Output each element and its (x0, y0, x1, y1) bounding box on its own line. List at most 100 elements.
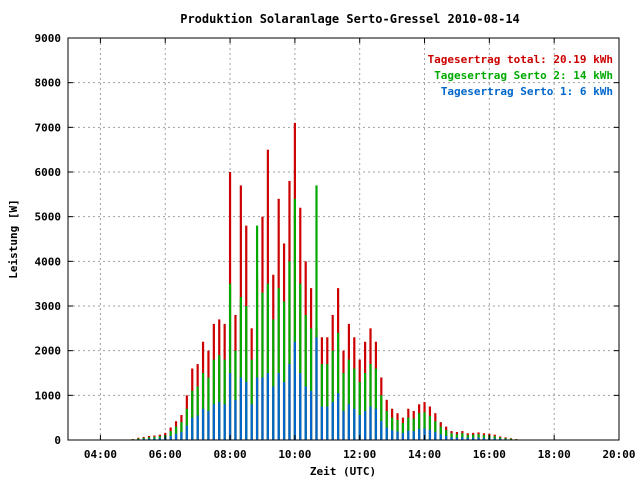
bar (320, 406, 323, 440)
bar (201, 408, 205, 440)
bar (250, 404, 253, 440)
bar (380, 395, 383, 440)
y-axis-label: Leistung [W] (7, 199, 20, 278)
bar (293, 198, 296, 440)
bar (228, 283, 232, 440)
bar (218, 355, 221, 440)
x-tick-label: 12:00 (343, 448, 376, 461)
series-3 (131, 337, 523, 440)
bar (347, 359, 350, 440)
y-tick-label: 7000 (35, 121, 62, 134)
x-tick-label: 16:00 (473, 448, 506, 461)
x-tick-label: 06:00 (149, 448, 182, 461)
bar (315, 337, 318, 440)
bar (364, 410, 367, 440)
bar (196, 415, 199, 440)
y-tick-label: 0 (54, 434, 61, 447)
bar (201, 373, 205, 440)
bar (255, 225, 259, 440)
bar (331, 402, 334, 440)
x-tick-label: 18:00 (538, 448, 571, 461)
y-tick-label: 4000 (35, 255, 62, 268)
legend: Tagesertrag total: 20.19 kWh Tagesertrag … (428, 53, 613, 98)
bar (455, 434, 459, 440)
legend-entry: Tagesertrag total: 20.19 kWh (428, 53, 613, 66)
bar (245, 381, 248, 440)
bar (342, 410, 345, 440)
bar (272, 386, 275, 440)
bar (499, 438, 502, 440)
y-tick-label: 1000 (35, 389, 62, 402)
bar (309, 328, 313, 440)
bar (428, 429, 432, 440)
x-tick-label: 08:00 (213, 448, 246, 461)
bar (185, 408, 188, 440)
bar (261, 377, 264, 440)
bar (337, 332, 340, 440)
bar (272, 319, 275, 440)
bar (304, 314, 307, 440)
bar (396, 419, 399, 440)
bar (401, 423, 405, 440)
bar (180, 431, 183, 440)
bar (434, 431, 437, 440)
bar (282, 381, 286, 440)
bar (266, 283, 269, 440)
bar (412, 431, 415, 440)
y-tick-label: 2000 (35, 345, 62, 358)
bar (434, 421, 437, 440)
bar (353, 408, 356, 440)
bar (428, 415, 432, 440)
bar (412, 418, 415, 440)
bar (288, 364, 291, 440)
bar (304, 386, 307, 440)
bar (147, 438, 151, 440)
bar (320, 364, 323, 440)
bar (461, 433, 464, 440)
bar (180, 422, 183, 440)
x-tick-label: 14:00 (408, 448, 441, 461)
bar (439, 434, 442, 440)
bar (169, 435, 172, 440)
bar (493, 436, 496, 440)
bar (196, 386, 199, 440)
bar (396, 431, 399, 440)
bar (472, 437, 475, 440)
bar (423, 412, 426, 440)
bar (326, 364, 329, 440)
bar (358, 414, 361, 440)
bar (250, 359, 253, 440)
bar (239, 297, 242, 440)
bar (299, 283, 302, 440)
bar (137, 438, 140, 440)
bar (277, 373, 280, 440)
plot-frame (67, 37, 620, 441)
bar (385, 410, 388, 440)
bar (418, 428, 421, 440)
bar (228, 373, 232, 440)
bar (169, 431, 172, 440)
bar (509, 438, 513, 440)
bar (466, 437, 469, 440)
bar (482, 437, 486, 440)
bar (401, 432, 405, 440)
bar (207, 410, 210, 440)
series-2 (131, 185, 523, 440)
y-tick-label: 5000 (35, 211, 62, 224)
bar (234, 399, 237, 440)
bar (374, 408, 378, 440)
bar (493, 438, 496, 440)
bar (185, 425, 188, 440)
y-tick-label: 8000 (35, 77, 62, 90)
bar (282, 301, 286, 440)
bar (277, 288, 280, 440)
bar (423, 428, 426, 440)
bar (407, 430, 410, 440)
bar (266, 373, 269, 440)
bar (353, 368, 356, 440)
bar (347, 404, 350, 440)
bar (207, 377, 210, 440)
bar (158, 438, 161, 440)
